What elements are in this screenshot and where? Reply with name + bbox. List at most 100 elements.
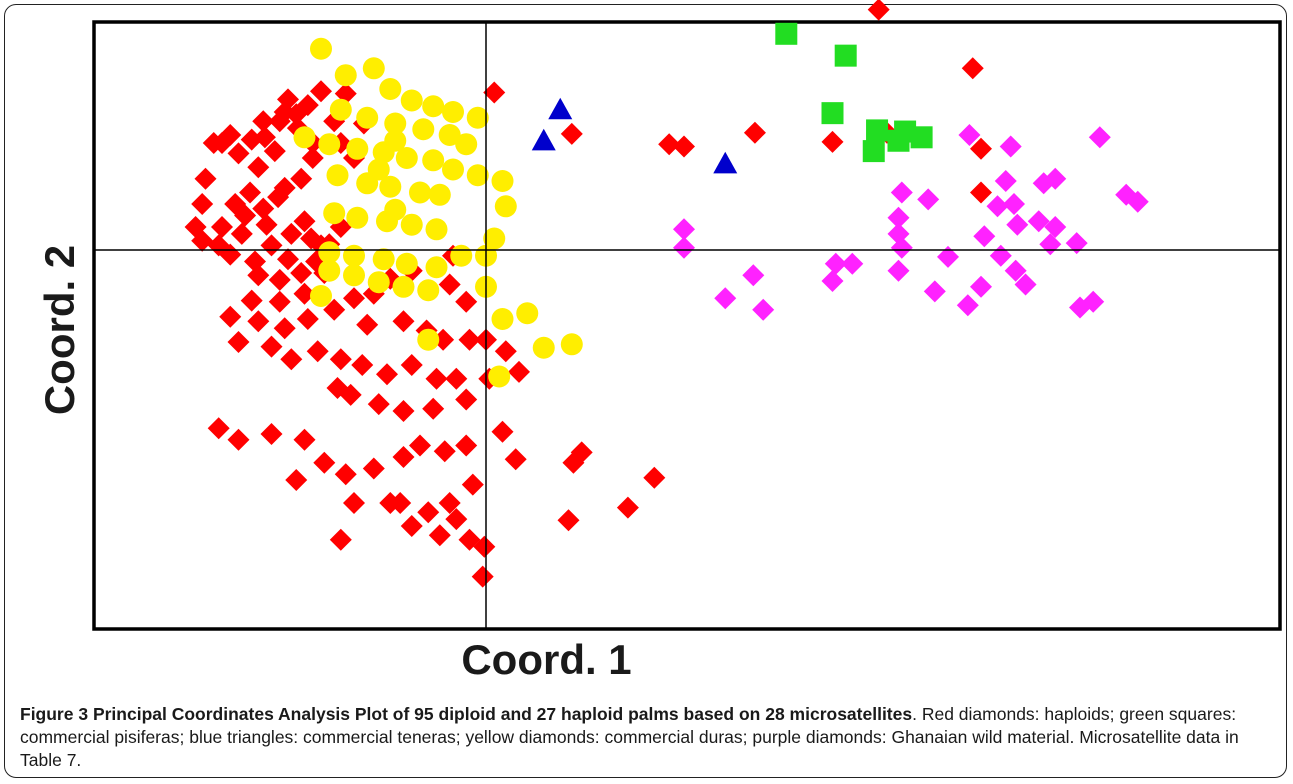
data-point	[531, 128, 556, 151]
data-point	[227, 428, 250, 451]
data-point	[280, 348, 303, 371]
data-point	[483, 227, 506, 250]
data-point	[400, 213, 423, 236]
data-point	[422, 149, 445, 172]
data-point	[400, 89, 423, 112]
data-point	[466, 164, 489, 187]
data-point	[455, 133, 478, 156]
data-point	[379, 175, 402, 198]
data-point	[409, 434, 431, 457]
data-point	[488, 365, 511, 388]
data-point	[367, 393, 390, 416]
data-point	[428, 524, 451, 547]
data-point	[442, 158, 464, 181]
data-point	[970, 275, 992, 298]
data-point	[334, 463, 357, 486]
data-point	[301, 147, 324, 169]
data-point	[290, 167, 313, 190]
data-point	[999, 135, 1022, 158]
data-point	[389, 492, 412, 514]
data-point	[994, 170, 1017, 192]
data-point	[422, 95, 445, 118]
data-point	[409, 181, 431, 204]
data-points	[184, 0, 1149, 588]
data-point	[643, 466, 666, 489]
data-point	[1088, 126, 1111, 149]
data-point	[1044, 216, 1067, 238]
data-point	[923, 280, 946, 303]
data-point	[917, 188, 940, 211]
data-point	[494, 340, 517, 363]
data-point	[887, 129, 910, 152]
data-point	[970, 137, 992, 160]
data-point	[461, 473, 484, 496]
data-point	[890, 236, 913, 259]
data-point	[329, 348, 352, 371]
data-point	[310, 80, 332, 103]
data-point	[202, 132, 225, 155]
data-point	[455, 388, 478, 411]
data-point	[343, 287, 365, 310]
data-point	[293, 282, 316, 305]
data-point	[252, 110, 275, 133]
data-point	[466, 106, 489, 129]
data-point	[713, 151, 738, 174]
data-point	[356, 313, 379, 336]
data-point	[318, 133, 341, 156]
data-point	[260, 335, 283, 358]
data-point	[412, 118, 435, 141]
data-point	[491, 308, 514, 330]
data-point	[362, 57, 385, 80]
data-point	[293, 428, 316, 451]
data-point	[752, 298, 775, 321]
data-point	[384, 112, 407, 135]
data-point	[504, 448, 527, 471]
data-point	[247, 264, 270, 287]
data-point	[329, 98, 352, 121]
data-point	[824, 252, 847, 275]
data-point	[973, 225, 996, 248]
data-point	[323, 202, 346, 225]
data-point	[356, 106, 379, 129]
data-point	[425, 256, 448, 279]
data-point	[273, 317, 296, 340]
data-point	[310, 285, 332, 307]
data-point	[191, 229, 214, 252]
data-point	[211, 216, 233, 238]
data-point	[267, 186, 290, 209]
data-point	[425, 218, 448, 241]
data-point	[438, 124, 461, 146]
data-point	[395, 147, 418, 169]
data-point	[268, 268, 291, 291]
data-point	[247, 156, 270, 179]
data-point	[255, 213, 278, 236]
data-point	[268, 290, 291, 313]
data-point	[392, 310, 415, 333]
data-point	[1004, 259, 1027, 282]
scatter-plot	[92, 0, 1282, 631]
data-point	[433, 440, 456, 463]
data-point	[194, 167, 217, 190]
figure-caption: Figure 3 Principal Coordinates Analysis …	[20, 703, 1275, 772]
data-point	[438, 273, 461, 296]
data-point	[862, 140, 885, 163]
data-point	[450, 244, 473, 267]
data-point	[570, 441, 593, 464]
data-point	[841, 252, 864, 275]
data-point	[290, 262, 313, 284]
data-point	[775, 22, 798, 45]
data-point	[343, 244, 365, 267]
caption-figure-label: Figure 3	[20, 704, 89, 724]
data-point	[445, 367, 468, 390]
data-point	[494, 195, 517, 218]
data-point	[323, 298, 346, 321]
data-point	[306, 340, 329, 363]
data-point	[560, 333, 583, 356]
x-axis-label: Coord. 1	[461, 636, 632, 683]
data-point	[442, 101, 464, 123]
data-point	[548, 97, 573, 120]
data-point	[821, 130, 844, 153]
data-point	[351, 354, 374, 376]
data-point	[890, 181, 913, 204]
data-point	[887, 259, 910, 282]
